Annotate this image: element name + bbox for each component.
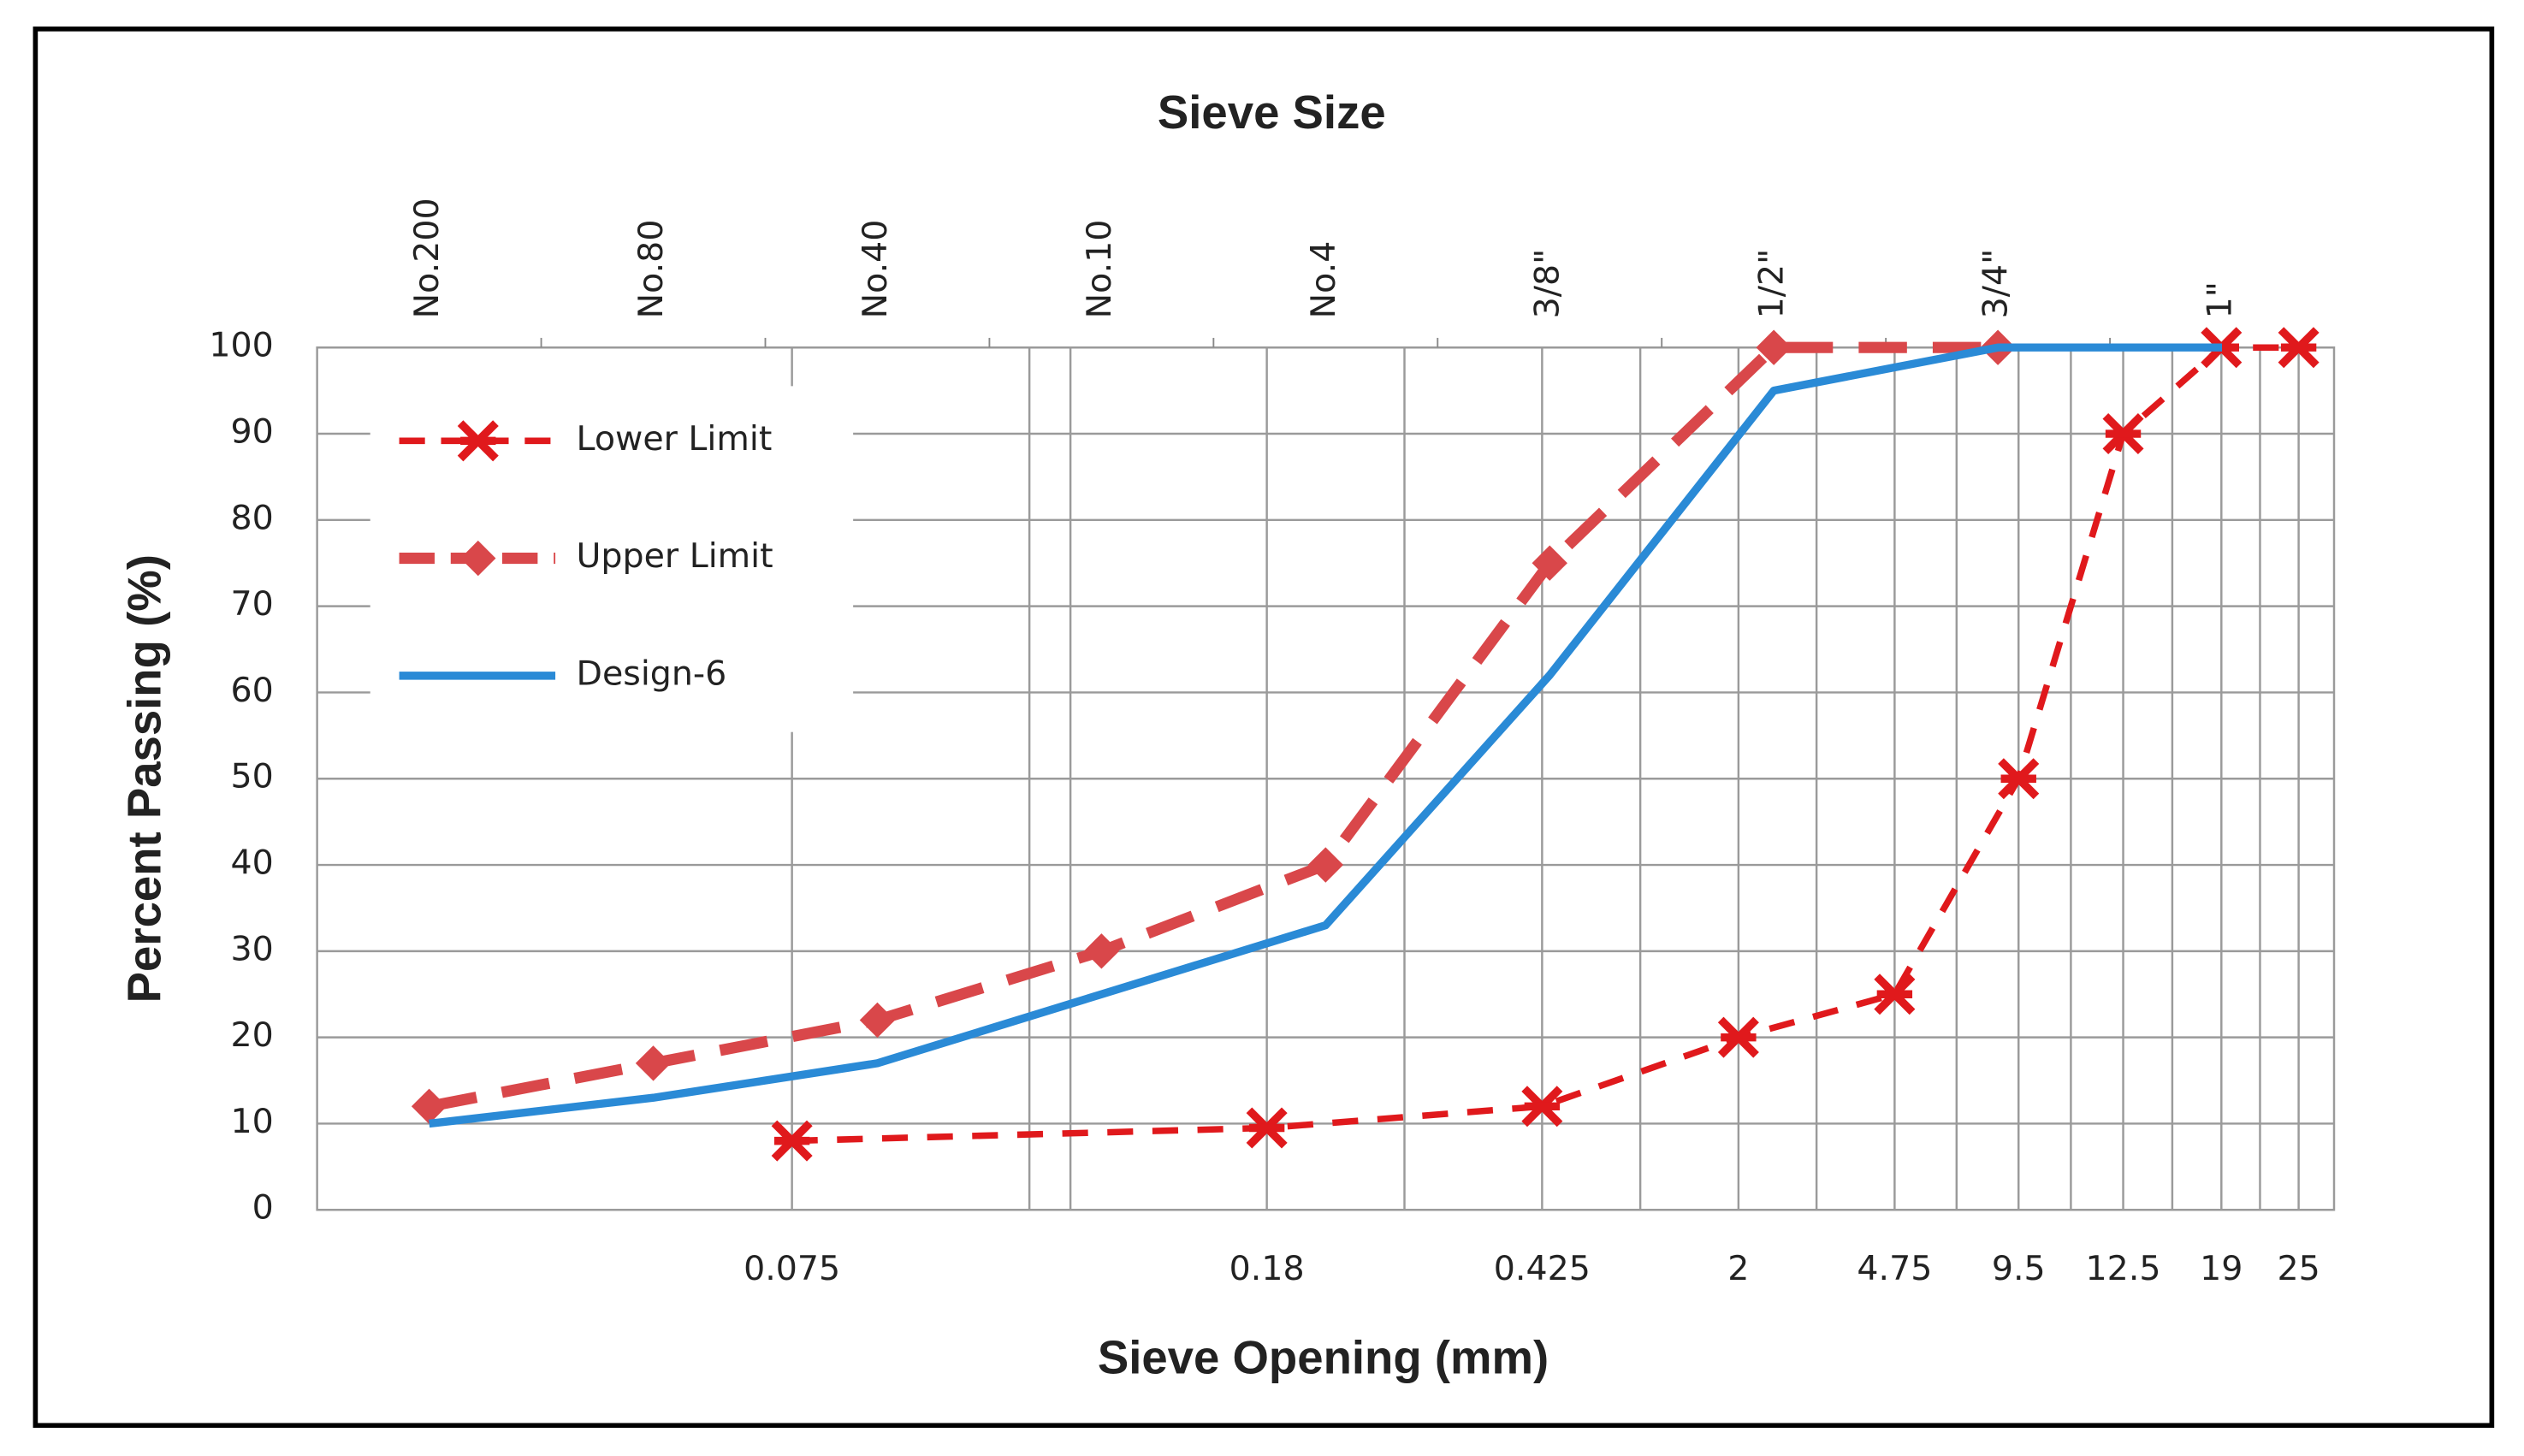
marker (1998, 758, 2040, 800)
plot-frame (316, 346, 2336, 1211)
marker (635, 1045, 672, 1081)
y-tick-label: 70 (231, 584, 274, 624)
marker (1521, 1086, 1563, 1128)
top-tick-label: 1" (2201, 281, 2240, 318)
y-tick-label: 90 (231, 412, 274, 452)
x-tick-label: 2 (1727, 1249, 1749, 1288)
series-line (429, 343, 2223, 1128)
legend-label: Design-6 (577, 654, 727, 693)
legend-label: Upper Limit (577, 536, 773, 576)
marker (411, 1088, 447, 1124)
top-tick-label: No.4 (1304, 241, 1343, 319)
top-tick-label: 1/2" (1752, 249, 1792, 319)
series-line (428, 341, 1999, 1112)
top-tick-label: No.80 (631, 220, 671, 319)
marker (1246, 1107, 1288, 1149)
x-axis-title: Sieve Opening (mm) (1098, 1331, 1549, 1383)
y-tick-label: 50 (231, 757, 274, 796)
x-tick-label: 4.75 (1857, 1249, 1932, 1288)
y-axis-title: Percent Passing (%) (118, 554, 170, 1003)
y-tick-label: 60 (231, 671, 274, 710)
top-tick-label: No.40 (856, 220, 895, 319)
y-tick-label: 20 (231, 1015, 274, 1055)
series-line (791, 344, 2299, 1145)
marker (1307, 847, 1344, 883)
y-tick-label: 100 (209, 326, 273, 365)
y-tick-label: 30 (231, 929, 274, 968)
marker (457, 420, 499, 462)
x-tick-label: 25 (2277, 1249, 2320, 1288)
y-tick-label: 0 (252, 1188, 274, 1228)
x-tick-label: 0.075 (744, 1249, 840, 1288)
marker (460, 540, 496, 577)
top-tick-label: No.10 (1080, 220, 1119, 319)
y-tick-label: 10 (231, 1102, 274, 1141)
legend-label: Lower Limit (577, 419, 773, 459)
top-tick-label: 3/4" (1976, 249, 2016, 319)
marker (771, 1120, 813, 1162)
y-tick-label: 40 (231, 843, 274, 883)
x-tick-label: 19 (2200, 1249, 2243, 1288)
x-tick-label: 9.5 (1992, 1249, 2046, 1288)
x-tick-label: 0.18 (1229, 1249, 1305, 1288)
y-tick-label: 80 (231, 498, 274, 537)
top-axis-title: Sieve Size (1158, 86, 1386, 139)
marker (1756, 329, 1792, 365)
top-tick-label: 3/8" (1528, 249, 1567, 319)
top-tick-label: No.200 (407, 198, 447, 318)
x-tick-label: 12.5 (2086, 1249, 2161, 1288)
marker (1874, 974, 1916, 1015)
marker (2278, 327, 2320, 369)
x-tick-label: 0.425 (1494, 1249, 1591, 1288)
marker (1717, 1016, 1759, 1058)
legend: Lower Limit Upper Limit Design-6 (399, 419, 773, 693)
marker (2102, 413, 2144, 455)
